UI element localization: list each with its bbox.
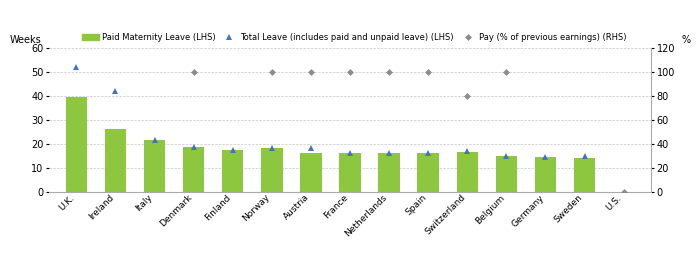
Bar <box>300 153 322 192</box>
Bar <box>261 148 283 192</box>
Bar <box>535 157 556 192</box>
Bar <box>66 97 87 192</box>
Bar <box>574 158 595 192</box>
Bar <box>222 149 244 192</box>
Text: Weeks: Weeks <box>10 35 41 45</box>
Bar <box>496 156 517 192</box>
Bar <box>456 152 478 192</box>
Bar <box>105 129 126 192</box>
Text: %: % <box>681 35 690 45</box>
Legend: Paid Maternity Leave (LHS), Total Leave (includes paid and unpaid leave) (LHS), : Paid Maternity Leave (LHS), Total Leave … <box>79 29 629 45</box>
Bar <box>144 140 165 192</box>
Bar <box>340 153 360 192</box>
Bar <box>417 153 439 192</box>
Bar <box>183 147 204 192</box>
Bar <box>378 153 400 192</box>
